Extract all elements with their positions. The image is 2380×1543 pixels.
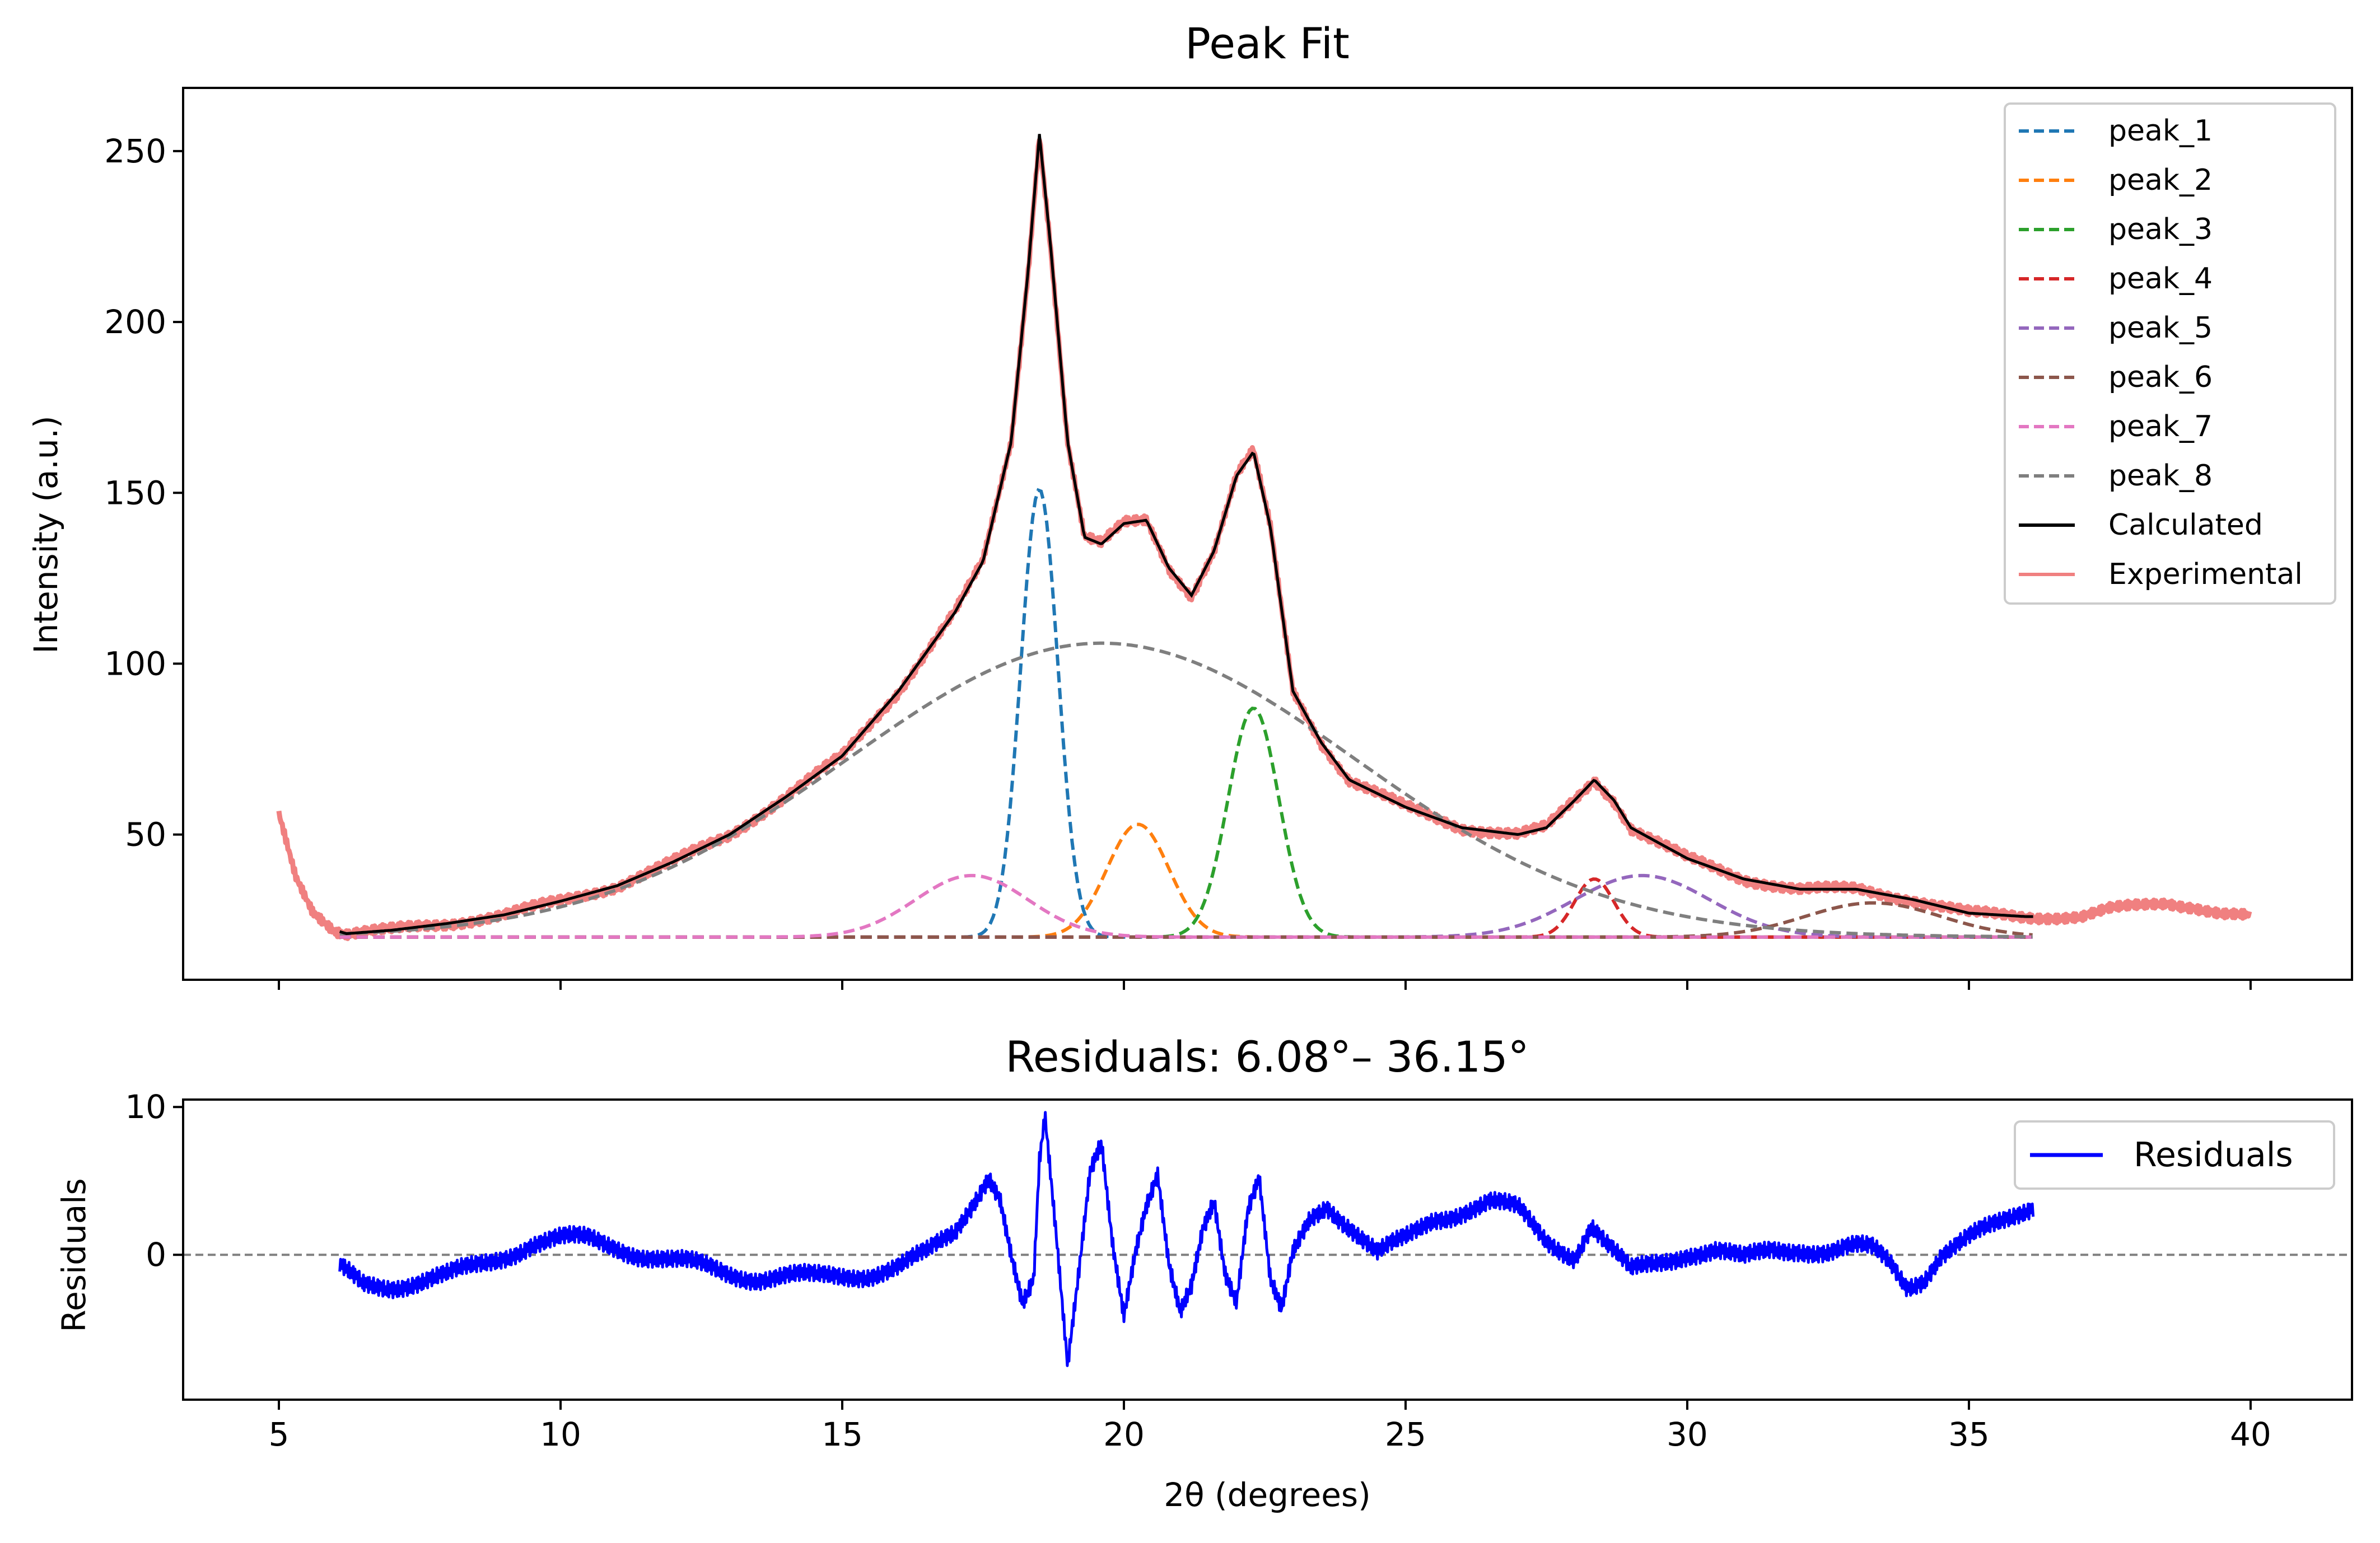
residuals-chart: Residuals: 6.08°– 36.15° Residuals 2θ (d…	[55, 1032, 2353, 1514]
peak-fit-ytick-label: 150	[104, 474, 166, 512]
legend-label: Calculated	[2108, 508, 2263, 542]
legend-label: peak_4	[2108, 262, 2213, 296]
legend-label: Residuals	[2134, 1135, 2293, 1175]
peak-fit-x-ticks	[278, 980, 2252, 990]
legend-label: peak_7	[2108, 410, 2213, 443]
legend-label: peak_5	[2108, 311, 2213, 345]
peak-fit-y-ticks: 50 100 150 200 250	[104, 132, 183, 854]
residuals-ytick-label: 10	[125, 1088, 166, 1126]
peak-fit-legend-box	[2004, 102, 2336, 605]
residuals-title: Residuals: 6.08°– 36.15°	[1005, 1032, 1529, 1082]
peak-fit-legend: peak_1 peak_2 peak_3 peak_4 peak_5 peak_6peak…	[2004, 102, 2336, 605]
residuals-legend-box	[2014, 1120, 2335, 1190]
legend-item-peak-6: peak_6	[2019, 361, 2213, 394]
residuals-xtick-label: 40	[2230, 1415, 2271, 1453]
residuals-xtick-label: 15	[822, 1415, 863, 1453]
residuals-y-ticks: 0 10	[125, 1088, 183, 1274]
peak-fit-frame	[182, 87, 2353, 981]
residuals-series	[338, 1111, 2035, 1367]
residuals-xtick-label: 5	[269, 1415, 290, 1453]
residuals-xlabel: 2θ (degrees)	[1164, 1476, 1371, 1514]
peak-fit-chart: Peak Fit Intensity (a.u.) 50 100 150 200 250…	[27, 18, 2353, 990]
legend-item-peak-4: peak_4	[2019, 262, 2213, 296]
legend-item-calculated: Calculated	[2019, 508, 2263, 542]
legend-item-peak-5: peak_5	[2019, 311, 2213, 345]
legend-item-peak-8: peak_8	[2019, 459, 2213, 493]
legend-label: peak_8	[2108, 459, 2213, 493]
legend-label: peak_6	[2108, 361, 2213, 394]
peak-fit-series	[276, 134, 2252, 941]
calculated-line	[339, 134, 2033, 936]
peak-fit-title: Peak Fit	[1185, 18, 1350, 68]
residuals-frame	[182, 1098, 2353, 1401]
peak-7-line	[339, 873, 2033, 939]
residuals-xtick-label: 35	[1948, 1415, 1990, 1453]
peak-fit-ytick-label: 200	[104, 303, 166, 341]
residuals-line	[338, 1111, 2035, 1367]
peak-fit-ytick-label: 50	[125, 816, 166, 854]
peak-fit-ylabel: Intensity (a.u.)	[27, 415, 65, 653]
peak-fit-ytick-label: 100	[104, 644, 166, 682]
residuals-xtick-label: 10	[540, 1415, 581, 1453]
legend-item-experimental: Experimental	[2019, 558, 2303, 591]
legend-label: peak_1	[2108, 114, 2213, 148]
peak-8-line	[339, 641, 2033, 939]
legend-item-residuals: Residuals	[2030, 1135, 2293, 1175]
legend-item-peak-2: peak_2	[2019, 163, 2213, 197]
residuals-xtick-label: 30	[1667, 1415, 1708, 1453]
legend-label: peak_3	[2108, 213, 2213, 246]
residuals-legend: Residuals	[2014, 1120, 2335, 1190]
legend-label: peak_2	[2108, 163, 2213, 197]
peak-fit-ytick-label: 250	[104, 132, 166, 170]
residuals-ylabel: Residuals	[55, 1178, 93, 1332]
residuals-ytick-label: 0	[146, 1236, 166, 1274]
residuals-xtick-label: 20	[1103, 1415, 1145, 1453]
legend-item-peak-1: peak_1	[2019, 114, 2213, 148]
legend-label: Experimental	[2108, 558, 2303, 591]
residuals-xtick-label: 25	[1385, 1415, 1426, 1453]
residuals-x-ticks: 5 10 15 20 25 30 35 40	[269, 1400, 2271, 1453]
legend-item-peak-3: peak_3	[2019, 213, 2213, 246]
legend-item-peak-7: peak_7	[2019, 410, 2213, 443]
